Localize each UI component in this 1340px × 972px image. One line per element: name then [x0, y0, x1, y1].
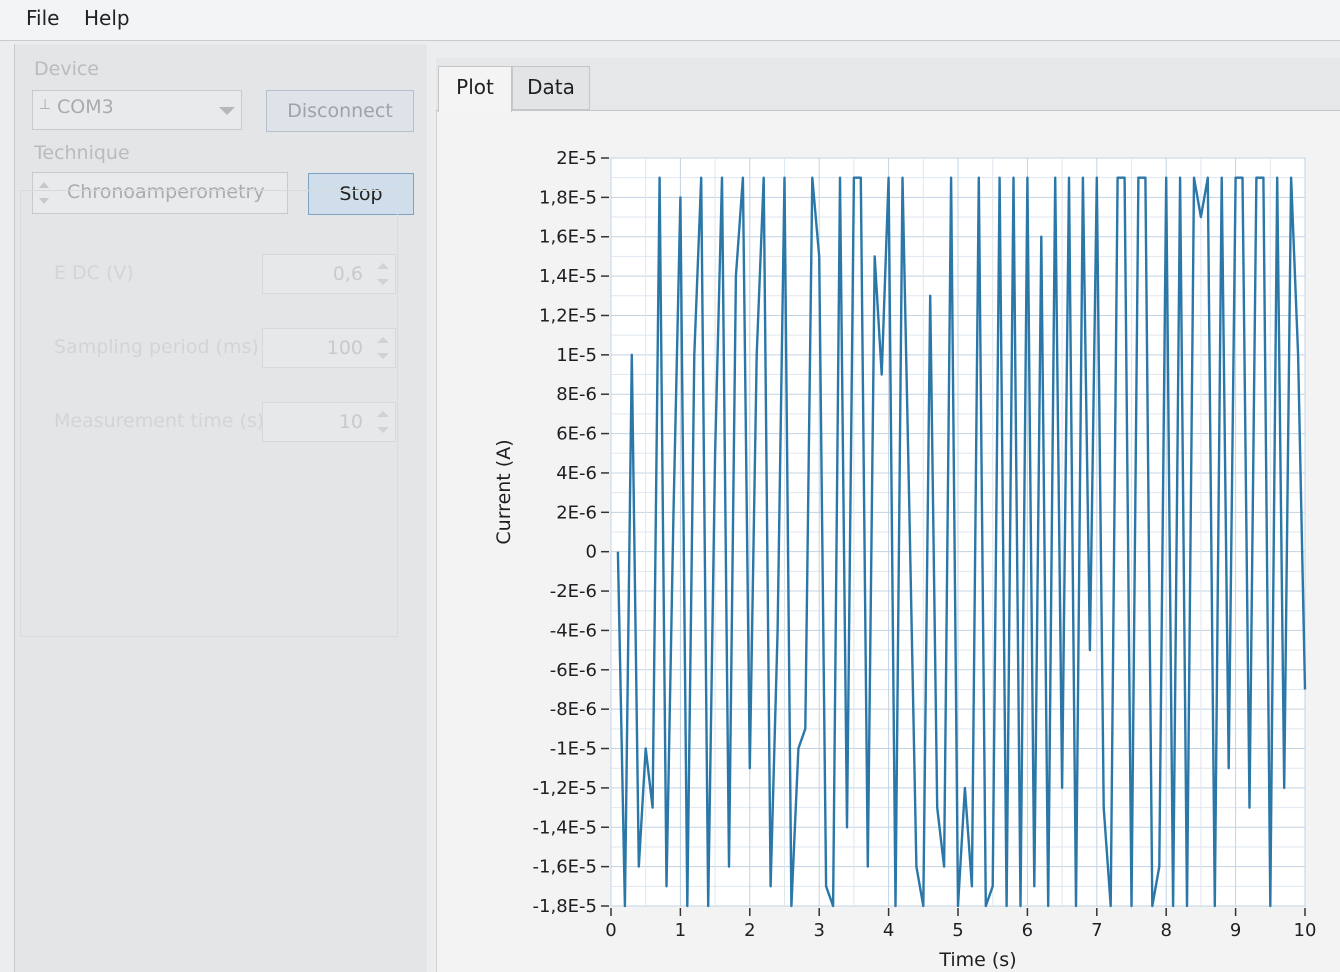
technique-select[interactable]: Chronoamperometry [32, 172, 288, 214]
y-tick-label: 2E-5 [556, 148, 597, 169]
x-tick-label: 5 [952, 920, 963, 941]
param-measurement-value: 10 [338, 411, 363, 433]
y-tick-label: 1,2E-5 [539, 305, 597, 326]
device-port-value: COM3 [57, 96, 114, 118]
y-tick-label: 4E-6 [556, 463, 597, 484]
x-tick-label: 4 [883, 920, 894, 941]
param-measurement-label: Measurement time (s) [54, 410, 265, 432]
parameters-group [20, 190, 398, 637]
x-tick-label: 1 [675, 920, 686, 941]
x-tick-label: 3 [813, 920, 824, 941]
menu-file[interactable]: File [26, 6, 60, 30]
spin-down-icon[interactable] [377, 279, 389, 285]
current-series-line [616, 176, 1307, 908]
y-tick-label: -1,8E-5 [533, 896, 597, 917]
y-tick-label: 2E-6 [556, 502, 597, 523]
x-tick-label: 7 [1091, 920, 1102, 941]
device-label: Device [34, 58, 99, 80]
y-tick-label: 1,6E-5 [539, 227, 597, 248]
y-axis-label: Current (A) [493, 439, 515, 544]
x-tick-label: 10 [1294, 920, 1317, 941]
menu-help[interactable]: Help [84, 6, 130, 30]
x-tick-label: 2 [744, 920, 755, 941]
param-sampling-spinner[interactable]: 100 [262, 328, 396, 368]
param-sampling-label: Sampling period (ms) [54, 336, 259, 358]
y-tick-label: 0 [586, 542, 597, 563]
y-axis-ticks: 2E-5 1,8E-5 1,6E-5 1,4E-5 1,2E-5 1E-5 8E-6 6E-6… [533, 148, 609, 917]
tab-data[interactable]: Data [512, 66, 590, 110]
param-edc-label: E DC (V) [54, 262, 134, 284]
x-tick-label: 0 [605, 920, 616, 941]
y-tick-label: -6E-6 [550, 660, 597, 681]
tab-plot[interactable]: Plot [438, 66, 512, 112]
y-tick-label: 1,8E-5 [539, 187, 597, 208]
param-sampling-value: 100 [326, 337, 363, 359]
disconnect-button[interactable]: Disconnect [266, 90, 414, 132]
spin-up-icon[interactable] [377, 263, 389, 269]
stop-button[interactable]: Stop [308, 173, 414, 215]
y-tick-label: -1,6E-5 [533, 857, 597, 878]
spin-up-icon[interactable] [377, 337, 389, 343]
param-measurement-spinner[interactable]: 10 [262, 402, 396, 442]
x-axis-label: Time (s) [938, 949, 1016, 971]
technique-label: Technique [34, 142, 130, 164]
x-axis-ticks: 0 1 2 3 4 5 6 7 8 9 10 [605, 908, 1316, 941]
y-tick-label: 8E-6 [556, 384, 597, 405]
spin-down-icon[interactable] [377, 427, 389, 433]
y-tick-label: -1,2E-5 [533, 778, 597, 799]
y-tick-label: 1,4E-5 [539, 266, 597, 287]
param-edc-spinner[interactable]: 0,6 [262, 254, 396, 294]
chevron-down-icon [39, 198, 49, 208]
chevron-down-icon [219, 107, 235, 115]
y-tick-label: -8E-6 [550, 699, 597, 720]
menu-bar: File Help [0, 0, 1340, 41]
y-tick-label: 1E-5 [556, 345, 597, 366]
x-tick-label: 6 [1022, 920, 1033, 941]
y-tick-label: -4E-6 [550, 620, 597, 641]
y-tick-label: -2E-6 [550, 581, 597, 602]
y-tick-label: -1E-5 [550, 739, 597, 760]
chevron-up-icon [39, 178, 49, 188]
x-tick-label: 9 [1230, 920, 1241, 941]
param-edc-value: 0,6 [332, 263, 363, 285]
y-tick-label: 6E-6 [556, 424, 597, 445]
current-time-chart: 2E-5 1,8E-5 1,6E-5 1,4E-5 1,2E-5 1E-5 8E-6 6E-6… [493, 148, 1316, 971]
x-tick-label: 8 [1160, 920, 1171, 941]
technique-value: Chronoamperometry [67, 181, 265, 203]
io-port-icon: ⊥ [39, 97, 52, 113]
spin-up-icon[interactable] [377, 411, 389, 417]
y-tick-label: -1,4E-5 [533, 817, 597, 838]
device-select[interactable]: ⊥ COM3 [32, 90, 242, 130]
spin-down-icon[interactable] [377, 353, 389, 359]
